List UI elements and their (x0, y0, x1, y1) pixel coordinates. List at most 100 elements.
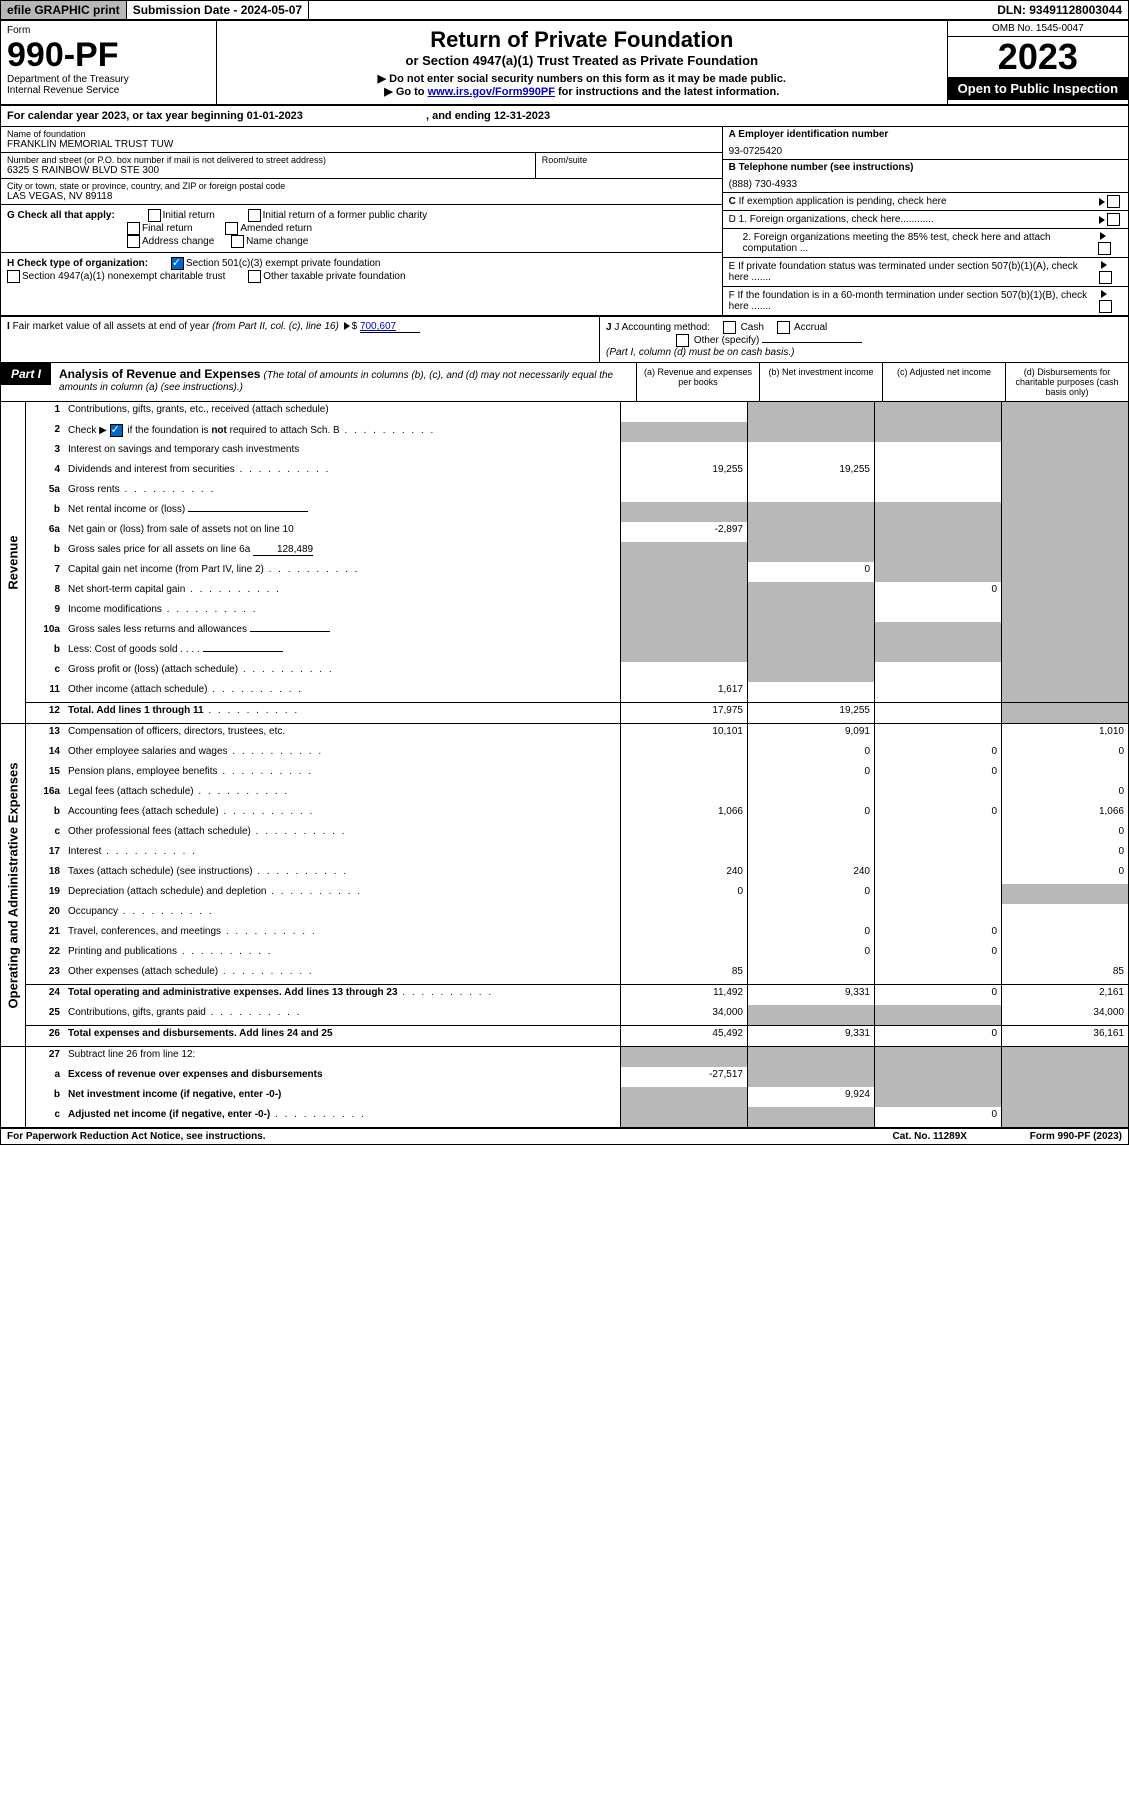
line-16b-desc: Accounting fees (attach schedule) (64, 804, 620, 824)
i-label: Fair market value of all assets at end o… (13, 321, 339, 332)
other-method-checkbox[interactable] (676, 334, 689, 347)
60-month-checkbox[interactable] (1099, 300, 1112, 313)
city-label: City or town, state or province, country… (7, 181, 716, 191)
line-10b-desc: Less: Cost of goods sold . . . . (64, 642, 620, 662)
line-12-desc: Total. Add lines 1 through 11 (64, 703, 620, 723)
sch-b-checkbox[interactable] (110, 424, 123, 437)
line-22-b: 0 (747, 944, 874, 964)
line-18-b: 240 (747, 864, 874, 884)
line-14-b: 0 (747, 744, 874, 764)
expenses-section: Operating and Administrative Expenses 13… (1, 724, 1128, 1047)
line-18-d: 0 (1001, 864, 1128, 884)
f-label: F If the foundation is in a 60-month ter… (729, 290, 1099, 312)
amended-return-checkbox[interactable] (225, 222, 238, 235)
line-4-a: 19,255 (620, 462, 747, 482)
col-c-header: (c) Adjusted net income (882, 363, 1005, 401)
line-8-c: 0 (874, 582, 1001, 602)
exemption-pending-checkbox[interactable] (1107, 195, 1120, 208)
address-change-checkbox[interactable] (127, 235, 140, 248)
line-22-c: 0 (874, 944, 1001, 964)
paperwork-notice: For Paperwork Reduction Act Notice, see … (7, 1131, 266, 1142)
line-5a-desc: Gross rents (64, 482, 620, 502)
section-ij: I Fair market value of all assets at end… (1, 317, 1128, 363)
line-22-desc: Printing and publications (64, 944, 620, 964)
form-title: Return of Private Foundation (223, 27, 941, 53)
line-4-desc: Dividends and interest from securities (64, 462, 620, 482)
calendar-year-row: For calendar year 2023, or tax year begi… (1, 106, 1128, 127)
room-label: Room/suite (542, 155, 716, 165)
line-16a-desc: Legal fees (attach schedule) (64, 784, 620, 804)
final-return-checkbox[interactable] (127, 222, 140, 235)
tax-year: 2023 (948, 37, 1128, 77)
line-24-a: 11,492 (620, 985, 747, 1005)
85pct-test-checkbox[interactable] (1098, 242, 1111, 255)
line-19-a: 0 (620, 884, 747, 904)
line-27b-b: 9,924 (747, 1087, 874, 1107)
line-10c-desc: Gross profit or (loss) (attach schedule) (64, 662, 620, 682)
501c3-checkbox[interactable] (171, 257, 184, 270)
line-19-b: 0 (747, 884, 874, 904)
cash-checkbox[interactable] (723, 321, 736, 334)
d2-label: 2. Foreign organizations meeting the 85%… (729, 232, 1099, 254)
line-16a-d: 0 (1001, 784, 1128, 804)
line-26-a: 45,492 (620, 1026, 747, 1046)
line-14-c: 0 (874, 744, 1001, 764)
accrual-checkbox[interactable] (777, 321, 790, 334)
line-27a-a: -27,517 (620, 1067, 747, 1087)
other-taxable-checkbox[interactable] (248, 270, 261, 283)
omb-number: OMB No. 1545-0047 (948, 21, 1128, 37)
line-23-d: 85 (1001, 964, 1128, 984)
line-21-c: 0 (874, 924, 1001, 944)
city-state-zip: LAS VEGAS, NV 89118 (7, 191, 716, 202)
form-number: 990-PF (7, 38, 210, 72)
irs-link[interactable]: www.irs.gov/Form990PF (428, 86, 555, 98)
name-label: Name of foundation (7, 129, 716, 139)
line-12-b: 19,255 (747, 703, 874, 723)
line-17-d: 0 (1001, 844, 1128, 864)
col-d-header: (d) Disbursements for charitable purpose… (1005, 363, 1128, 401)
line-16b-b: 0 (747, 804, 874, 824)
page-footer: For Paperwork Reduction Act Notice, see … (1, 1129, 1128, 1144)
foreign-org-checkbox[interactable] (1107, 213, 1120, 226)
fmv-value[interactable]: 700,607 (360, 321, 420, 333)
instr-1: ▶ Do not enter social security numbers o… (223, 72, 941, 85)
line-7-desc: Capital gain net income (from Part IV, l… (64, 562, 620, 582)
4947-checkbox[interactable] (7, 270, 20, 283)
line-5b-desc: Net rental income or (loss) (64, 502, 620, 522)
header-right: OMB No. 1545-0047 2023 Open to Public In… (947, 21, 1128, 104)
line-6a-desc: Net gain or (loss) from sale of assets n… (64, 522, 620, 542)
line-15-desc: Pension plans, employee benefits (64, 764, 620, 784)
entity-info: Name of foundation FRANKLIN MEMORIAL TRU… (1, 127, 1128, 317)
line-14-desc: Other employee salaries and wages (64, 744, 620, 764)
line-16b-c: 0 (874, 804, 1001, 824)
line-27-desc: Subtract line 26 from line 12: (64, 1047, 620, 1067)
part-1-label: Part I (1, 363, 51, 385)
dept-label: Department of the Treasury (7, 74, 210, 85)
initial-former-checkbox[interactable] (248, 209, 261, 222)
status-terminated-checkbox[interactable] (1099, 271, 1112, 284)
dln-label: DLN: 93491128003044 (991, 1, 1128, 19)
line-27a-desc: Excess of revenue over expenses and disb… (64, 1067, 620, 1087)
foundation-name: FRANKLIN MEMORIAL TRUST TUW (7, 139, 716, 150)
line-18-a: 240 (620, 864, 747, 884)
phone-label: B Telephone number (see instructions) (729, 162, 914, 173)
line-24-b: 9,331 (747, 985, 874, 1005)
efile-label[interactable]: efile GRAPHIC print (1, 1, 127, 19)
line-26-c: 0 (874, 1026, 1001, 1046)
initial-return-checkbox[interactable] (148, 209, 161, 222)
line-14-d: 0 (1001, 744, 1128, 764)
line-23-desc: Other expenses (attach schedule) (64, 964, 620, 984)
j-note: (Part I, column (d) must be on cash basi… (606, 347, 794, 358)
d1-label: D 1. Foreign organizations, check here..… (729, 214, 934, 225)
name-change-checkbox[interactable] (231, 235, 244, 248)
line-24-c: 0 (874, 985, 1001, 1005)
ein-label: A Employer identification number (729, 129, 889, 140)
header-center: Return of Private Foundation or Section … (217, 21, 947, 104)
line-26-desc: Total expenses and disbursements. Add li… (64, 1026, 620, 1046)
line-17-desc: Interest (64, 844, 620, 864)
line-13-d: 1,010 (1001, 724, 1128, 744)
line-27c-c: 0 (874, 1107, 1001, 1127)
line-13-b: 9,091 (747, 724, 874, 744)
street-address: 6325 S RAINBOW BLVD STE 300 (7, 165, 529, 176)
line-4-b: 19,255 (747, 462, 874, 482)
